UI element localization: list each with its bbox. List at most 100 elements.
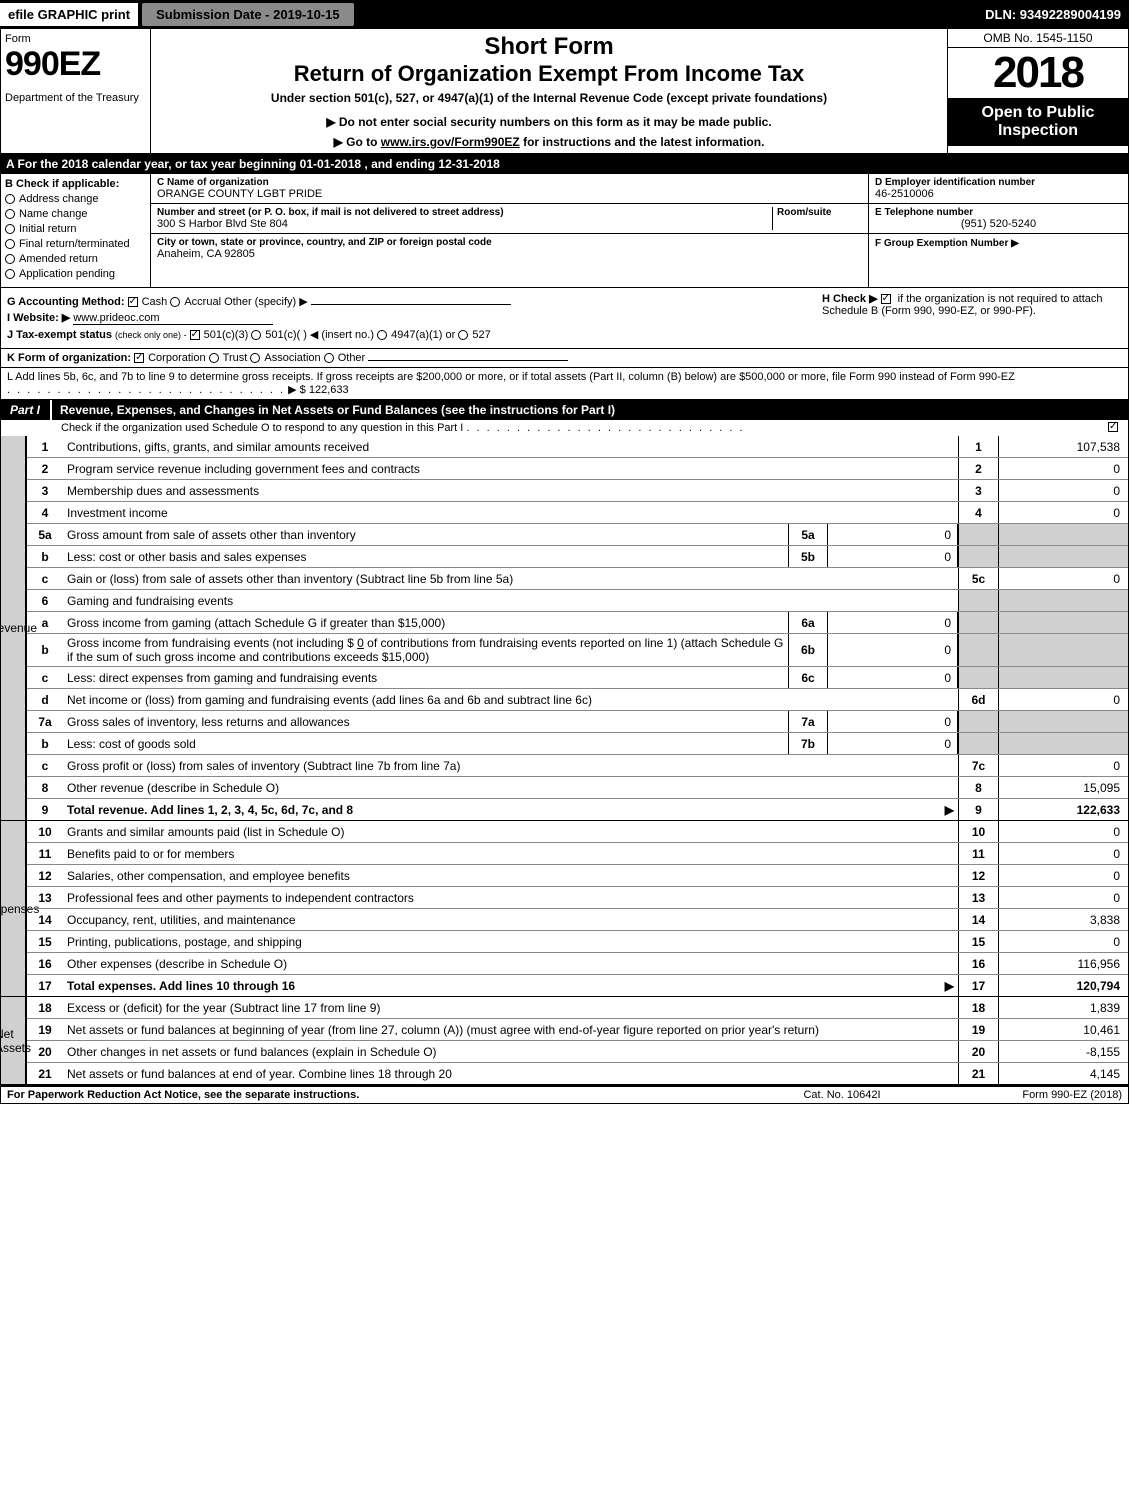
addr-cell: Number and street (or P. O. box, if mail… bbox=[151, 204, 868, 234]
chk-schedule-o[interactable] bbox=[1108, 422, 1118, 432]
other-org-input[interactable] bbox=[368, 360, 568, 361]
header-right: OMB No. 1545-1150 2018 Open to Public In… bbox=[948, 29, 1128, 153]
efile-label: efile GRAPHIC print bbox=[0, 3, 138, 26]
link-pre: ▶ Go to bbox=[334, 135, 381, 149]
chk-final-return[interactable]: Final return/terminated bbox=[5, 238, 146, 250]
city-label: City or town, state or province, country… bbox=[157, 237, 862, 248]
department-label: Department of the Treasury bbox=[5, 92, 146, 104]
row-5c: c Gain or (loss) from sale of assets oth… bbox=[27, 568, 1128, 590]
meta-block: G Accounting Method: Cash Accrual Other … bbox=[0, 288, 1129, 349]
chk-trust[interactable] bbox=[209, 353, 219, 363]
info-block: B Check if applicable: Address change Na… bbox=[0, 174, 1129, 288]
meta-left: G Accounting Method: Cash Accrual Other … bbox=[7, 292, 822, 344]
expenses-section: Expenses 10 Grants and similar amounts p… bbox=[0, 821, 1129, 997]
part-i-header: Part I Revenue, Expenses, and Changes in… bbox=[0, 400, 1129, 420]
chk-501c[interactable] bbox=[251, 330, 261, 340]
submission-date-button[interactable]: Submission Date - 2019-10-15 bbox=[142, 3, 354, 26]
tax-year: 2018 bbox=[948, 48, 1128, 98]
row-14: 14 Occupancy, rent, utilities, and maint… bbox=[27, 909, 1128, 931]
row-19: 19 Net assets or fund balances at beginn… bbox=[27, 1019, 1128, 1041]
addr-label: Number and street (or P. O. box, if mail… bbox=[157, 207, 772, 218]
netassets-grid: 18 Excess or (deficit) for the year (Sub… bbox=[26, 997, 1129, 1085]
part-i-label: Part I bbox=[0, 400, 52, 420]
omb-number: OMB No. 1545-1150 bbox=[948, 29, 1128, 48]
chk-schedule-b[interactable] bbox=[881, 294, 891, 304]
expenses-grid: 10 Grants and similar amounts paid (list… bbox=[26, 821, 1129, 997]
chk-cash[interactable] bbox=[128, 297, 138, 307]
revenue-tab: Revenue bbox=[0, 436, 26, 821]
line-i-label: I Website: ▶ bbox=[7, 312, 70, 324]
line-k: K Form of organization: Corporation Trus… bbox=[0, 349, 1129, 368]
row-6d: d Net income or (loss) from gaming and f… bbox=[27, 689, 1128, 711]
footer-catno: Cat. No. 10642I bbox=[742, 1089, 942, 1101]
row-5a: 5a Gross amount from sale of assets othe… bbox=[27, 524, 1128, 546]
row-18: 18 Excess or (deficit) for the year (Sub… bbox=[27, 997, 1128, 1019]
chk-accrual[interactable] bbox=[170, 297, 180, 307]
chk-other-org[interactable] bbox=[324, 353, 334, 363]
period-begin: 01-01-2018 bbox=[300, 157, 361, 171]
line-g-label: G Accounting Method: bbox=[7, 296, 125, 308]
return-title: Return of Organization Exempt From Incom… bbox=[159, 61, 939, 87]
city-cell: City or town, state or province, country… bbox=[151, 234, 868, 263]
header-subtitle: Under section 501(c), 527, or 4947(a)(1)… bbox=[159, 91, 939, 105]
box-c: C Name of organization ORANGE COUNTY LGB… bbox=[151, 174, 868, 287]
chk-501c3[interactable] bbox=[190, 330, 200, 340]
org-name: ORANGE COUNTY LGBT PRIDE bbox=[157, 188, 862, 200]
chk-application-pending[interactable]: Application pending bbox=[5, 268, 146, 280]
period-bar: A For the 2018 calendar year, or tax yea… bbox=[0, 154, 1129, 174]
row-6c: c Less: direct expenses from gaming and … bbox=[27, 667, 1128, 689]
other-specify-input[interactable] bbox=[311, 304, 511, 305]
row-6: 6 Gaming and fundraising events bbox=[27, 590, 1128, 612]
row-6a: a Gross income from gaming (attach Sched… bbox=[27, 612, 1128, 634]
netassets-section: Net Assets 18 Excess or (deficit) for th… bbox=[0, 997, 1129, 1085]
form-word: Form bbox=[5, 33, 146, 45]
chk-amended-return[interactable]: Amended return bbox=[5, 253, 146, 265]
chk-527[interactable] bbox=[458, 330, 468, 340]
org-address: 300 S Harbor Blvd Ste 804 bbox=[157, 218, 772, 230]
part-i-sub: Check if the organization used Schedule … bbox=[0, 420, 1129, 436]
row-17: 17 Total expenses. Add lines 10 through … bbox=[27, 975, 1128, 997]
box-b-label: B Check if applicable: bbox=[5, 178, 146, 190]
website-value: www.prideoc.com bbox=[73, 312, 273, 325]
row-4: 4 Investment income 4 0 bbox=[27, 502, 1128, 524]
org-name-label: C Name of organization bbox=[157, 177, 862, 188]
chk-4947[interactable] bbox=[377, 330, 387, 340]
line-g: G Accounting Method: Cash Accrual Other … bbox=[7, 295, 822, 308]
row-7b: b Less: cost of goods sold 7b 0 bbox=[27, 733, 1128, 755]
row-1: 1 Contributions, gifts, grants, and simi… bbox=[27, 436, 1128, 458]
chk-name-change[interactable]: Name change bbox=[5, 208, 146, 220]
form-header: Form 990EZ Department of the Treasury Sh… bbox=[0, 28, 1129, 154]
row-3: 3 Membership dues and assessments 3 0 bbox=[27, 480, 1128, 502]
box-b: B Check if applicable: Address change Na… bbox=[1, 174, 151, 287]
short-form-title: Short Form bbox=[159, 33, 939, 61]
page-footer: For Paperwork Reduction Act Notice, see … bbox=[0, 1085, 1129, 1104]
row-20: 20 Other changes in net assets or fund b… bbox=[27, 1041, 1128, 1063]
row-7c: c Gross profit or (loss) from sales of i… bbox=[27, 755, 1128, 777]
row-12: 12 Salaries, other compensation, and emp… bbox=[27, 865, 1128, 887]
box-def: D Employer identification number 46-2510… bbox=[868, 174, 1128, 287]
revenue-grid: 1 Contributions, gifts, grants, and simi… bbox=[26, 436, 1129, 821]
org-name-cell: C Name of organization ORANGE COUNTY LGB… bbox=[151, 174, 868, 204]
line-j: J Tax-exempt status (check only one) - 5… bbox=[7, 328, 822, 341]
row-8: 8 Other revenue (describe in Schedule O)… bbox=[27, 777, 1128, 799]
chk-corporation[interactable] bbox=[134, 353, 144, 363]
irs-link-line: ▶ Go to www.irs.gov/Form990EZ for instru… bbox=[159, 135, 939, 149]
period-mid: , and ending bbox=[364, 157, 438, 171]
line-k-label: K Form of organization: bbox=[7, 352, 131, 364]
form-number: 990EZ bbox=[5, 45, 146, 84]
chk-address-change[interactable]: Address change bbox=[5, 193, 146, 205]
box-e: E Telephone number (951) 520-5240 bbox=[869, 204, 1128, 234]
row-16: 16 Other expenses (describe in Schedule … bbox=[27, 953, 1128, 975]
footer-form: Form 990-EZ (2018) bbox=[942, 1089, 1122, 1101]
box-f: F Group Exemption Number ▶ bbox=[869, 234, 1128, 252]
top-bar: efile GRAPHIC print Submission Date - 20… bbox=[0, 0, 1129, 28]
line-l: L Add lines 5b, 6c, and 7b to line 9 to … bbox=[0, 368, 1129, 400]
netassets-tab: Net Assets bbox=[0, 997, 26, 1085]
revenue-section: Revenue 1 Contributions, gifts, grants, … bbox=[0, 436, 1129, 821]
ein-value: 46-2510006 bbox=[875, 188, 1122, 200]
chk-initial-return[interactable]: Initial return bbox=[5, 223, 146, 235]
irs-link[interactable]: www.irs.gov/Form990EZ bbox=[381, 135, 520, 149]
chk-association[interactable] bbox=[250, 353, 260, 363]
open-public-badge: Open to Public Inspection bbox=[948, 98, 1128, 146]
row-21: 21 Net assets or fund balances at end of… bbox=[27, 1063, 1128, 1085]
